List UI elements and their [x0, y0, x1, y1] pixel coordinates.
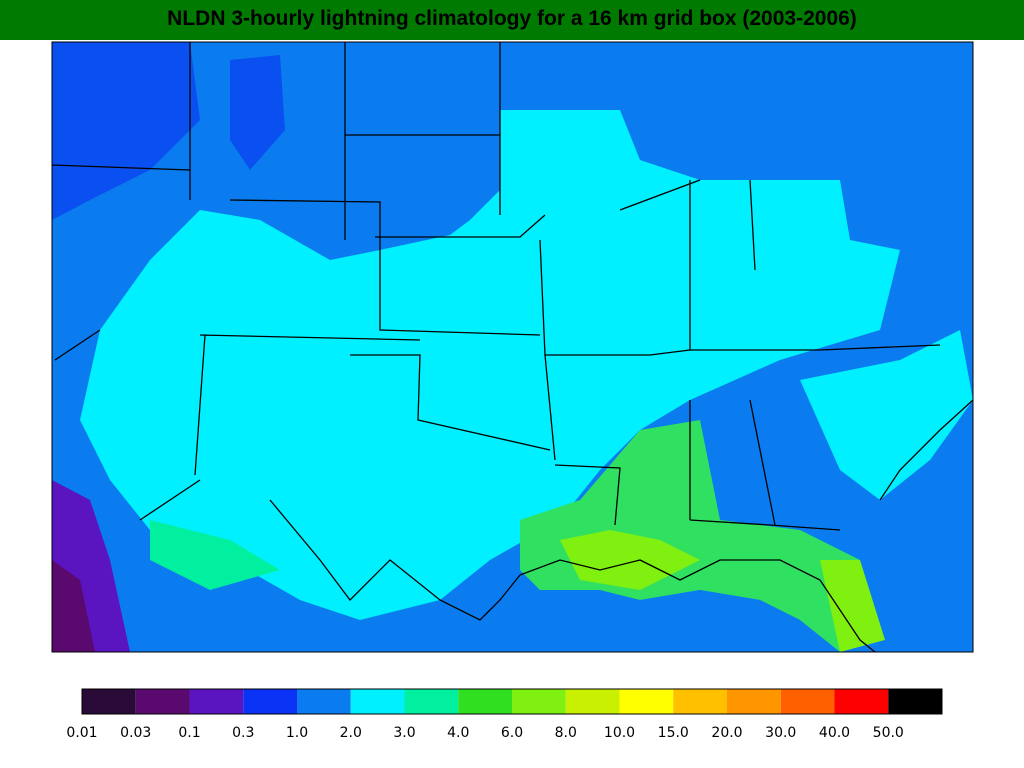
- legend-swatch: [243, 689, 297, 714]
- map-title: NLDN 3-hourly lightning climatology for …: [167, 7, 857, 30]
- field-area: [150, 520, 280, 590]
- field-area: [520, 420, 880, 652]
- field-area: [560, 530, 700, 590]
- legend-label: 40.0: [819, 725, 850, 741]
- legend-swatch: [404, 689, 459, 714]
- field-area: [370, 220, 540, 340]
- legend-swatch: [189, 689, 244, 714]
- legend-swatch: [619, 689, 674, 714]
- legend-swatch: [512, 689, 566, 714]
- legend-swatch: [727, 689, 781, 714]
- field-area: [52, 560, 95, 652]
- legend-swatch: [673, 689, 727, 714]
- legend-label: 20.0: [711, 725, 742, 741]
- map-field: [52, 42, 973, 652]
- field-area: [800, 330, 973, 500]
- field-area: [52, 42, 200, 220]
- field-area: [230, 55, 285, 170]
- legend-swatch: [834, 689, 889, 714]
- gulf-field: [470, 590, 820, 652]
- legend-label: 1.0: [286, 725, 308, 741]
- legend-label: 6.0: [501, 725, 523, 741]
- legend-swatch: [82, 689, 136, 714]
- legend-label: 0.01: [66, 725, 97, 741]
- field-area: [820, 560, 885, 652]
- title-bar: NLDN 3-hourly lightning climatology for …: [0, 0, 1024, 40]
- map-frame: [51, 41, 974, 653]
- legend-swatch: [135, 689, 190, 714]
- state-borders: [52, 42, 973, 652]
- legend-label: 0.1: [178, 725, 200, 741]
- legend-label: 0.3: [232, 725, 254, 741]
- legend-swatch: [888, 689, 942, 714]
- legend-label: 8.0: [555, 725, 577, 741]
- legend-label: 0.03: [120, 725, 151, 741]
- legend-label: 30.0: [765, 725, 796, 741]
- legend-swatch: [297, 689, 351, 714]
- legend-swatch: [565, 689, 620, 714]
- legend-label: 2.0: [340, 725, 362, 741]
- legend-frame: [81, 688, 943, 715]
- legend-label: 10.0: [604, 725, 635, 741]
- legend-swatch: [350, 689, 405, 714]
- field-area: [80, 110, 900, 620]
- legend-label: 4.0: [447, 725, 469, 741]
- legend-label: 50.0: [873, 725, 904, 741]
- legend-swatch: [458, 689, 512, 714]
- legend-label: 3.0: [393, 725, 415, 741]
- legend-label: 15.0: [658, 725, 689, 741]
- legend-swatch: [780, 689, 835, 714]
